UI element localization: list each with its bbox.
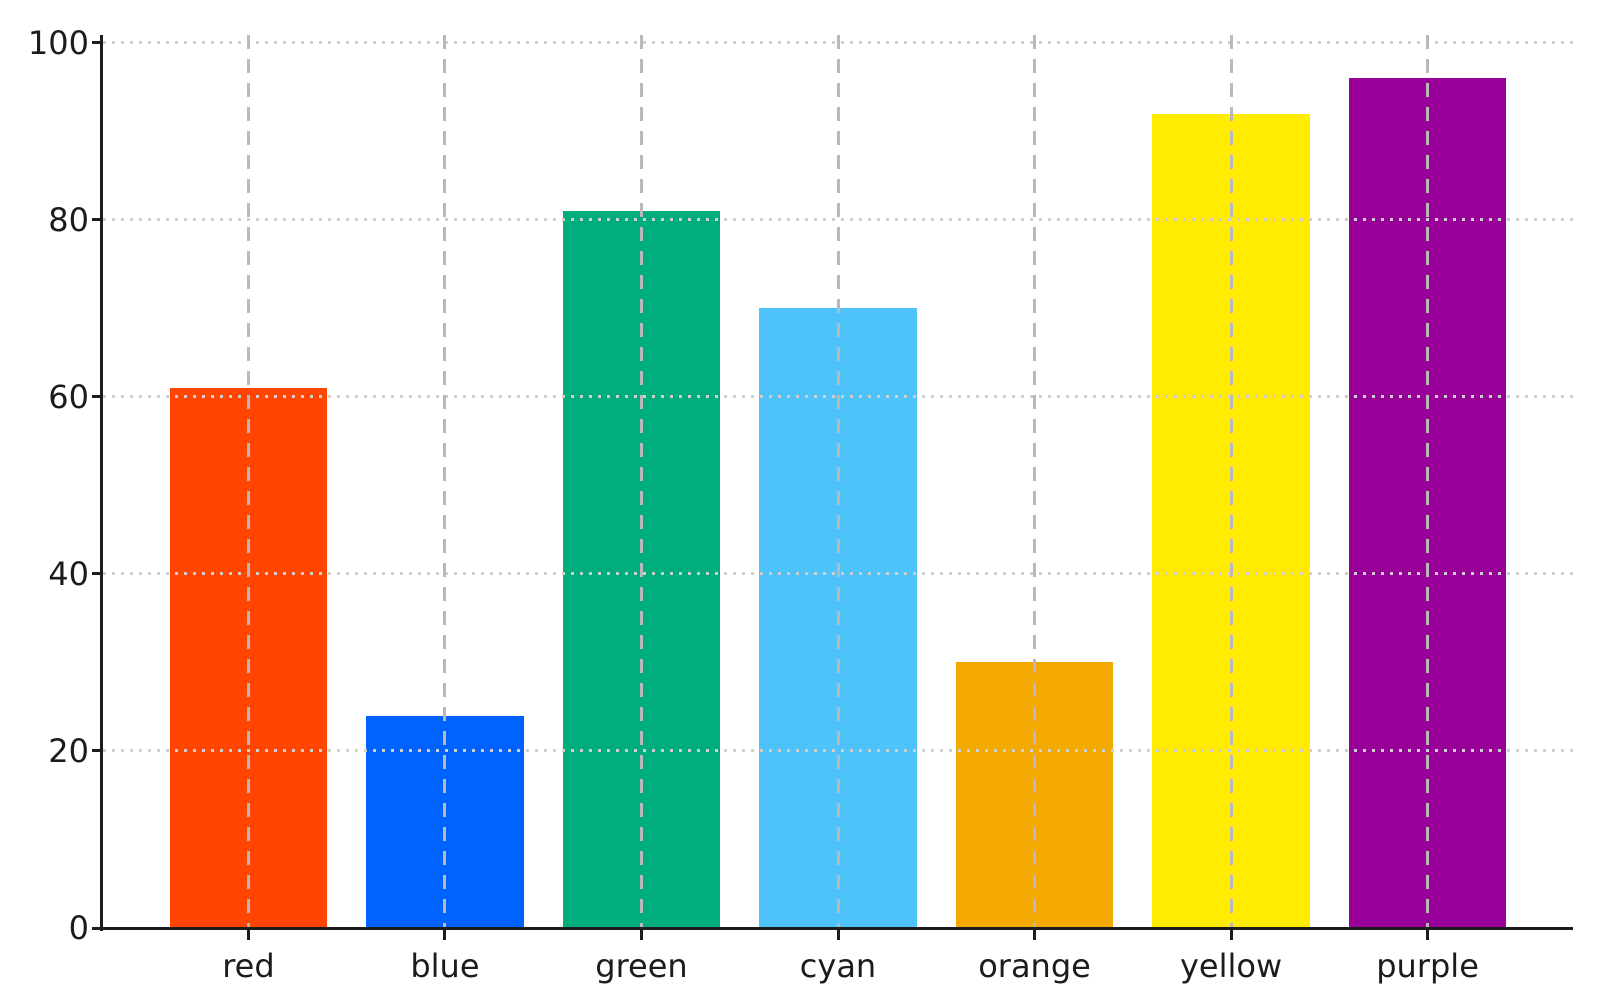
gridline-vertical xyxy=(1426,35,1430,928)
gridline-vertical xyxy=(639,35,643,928)
x-tick-label: cyan xyxy=(799,947,877,985)
y-tick-mark xyxy=(92,572,103,576)
x-axis-spine xyxy=(100,927,1573,930)
x-tick-label: green xyxy=(595,947,688,985)
x-tick-mark xyxy=(1033,928,1037,940)
x-tick-label: blue xyxy=(410,947,480,985)
y-tick-mark xyxy=(92,926,103,930)
x-tick-mark xyxy=(836,928,840,940)
y-tick-label: 20 xyxy=(48,731,89,770)
x-tick-label: orange xyxy=(978,947,1091,985)
x-tick-label: red xyxy=(222,947,275,985)
y-tick-label: 40 xyxy=(48,554,89,593)
gridline-vertical xyxy=(246,35,250,928)
y-tick-label: 100 xyxy=(27,23,89,62)
x-tick-mark xyxy=(443,928,447,940)
x-tick-mark xyxy=(1426,928,1430,940)
gridline-vertical xyxy=(836,35,840,928)
y-tick-mark xyxy=(92,218,103,222)
gridline-vertical xyxy=(1033,35,1037,928)
y-tick-label: 80 xyxy=(48,200,89,239)
y-tick-label: 0 xyxy=(68,909,89,947)
gridline-vertical xyxy=(443,35,447,928)
x-tick-mark xyxy=(1229,928,1233,940)
x-tick-mark xyxy=(639,928,643,940)
y-tick-mark xyxy=(92,395,103,399)
x-tick-label: purple xyxy=(1376,947,1479,985)
y-axis-spine xyxy=(100,35,103,931)
y-tick-mark xyxy=(92,749,103,753)
x-tick-label: yellow xyxy=(1179,947,1283,985)
gridline-vertical xyxy=(1229,35,1233,928)
y-tick-mark xyxy=(92,41,103,45)
x-tick-mark xyxy=(246,928,250,940)
y-tick-label: 60 xyxy=(48,377,89,416)
